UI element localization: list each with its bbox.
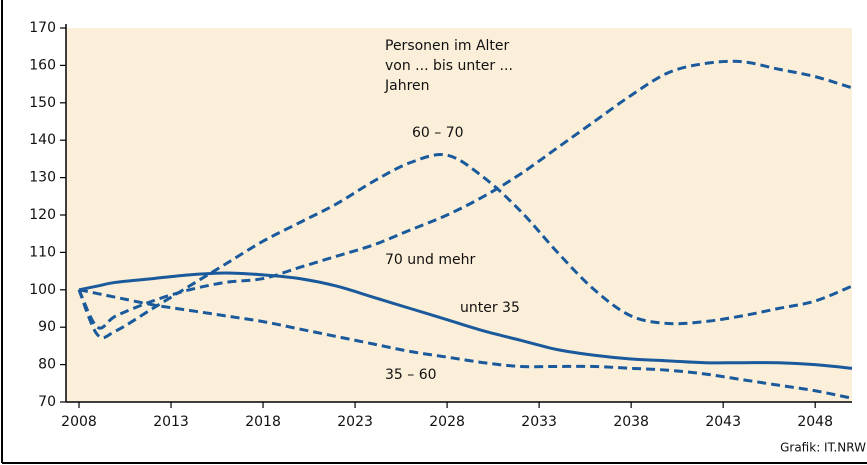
y-tick-label: 160 <box>29 57 56 73</box>
series-line <box>78 288 853 400</box>
series-label: 35 – 60 <box>385 367 437 383</box>
x-tick-label: 2043 <box>705 414 741 430</box>
y-tick-label: 150 <box>29 95 56 111</box>
y-tick-label: 100 <box>29 282 56 298</box>
source: Grafik: IT.NRW <box>780 441 866 455</box>
x-tick-label: 2033 <box>521 414 557 430</box>
x-tick-label: 2028 <box>429 414 465 430</box>
y-tick-label: 110 <box>29 244 56 260</box>
x-tick-label: 2048 <box>797 414 833 430</box>
y-tick-label: 170 <box>29 20 56 36</box>
series-label: 70 und mehr <box>385 252 475 268</box>
series-line <box>77 59 853 330</box>
y-tick-label: 80 <box>38 357 56 373</box>
series-line <box>78 271 853 370</box>
x-tick-label: 2013 <box>153 414 189 430</box>
annotation: von ... bis unter ... <box>385 58 513 74</box>
x-tick-label: 2038 <box>613 414 649 430</box>
x-tick-label: 2018 <box>245 414 281 430</box>
y-tick-label: 90 <box>38 319 56 335</box>
y-tick-label: 70 <box>38 394 56 410</box>
x-tick-label: 2023 <box>337 414 373 430</box>
series-label: unter 35 <box>460 300 520 316</box>
y-tick-label: 130 <box>29 170 56 186</box>
y-tick-label: 120 <box>29 207 56 223</box>
plot-background <box>66 28 852 402</box>
annotation: Personen im Alter <box>385 38 510 54</box>
y-tick-label: 140 <box>29 132 56 148</box>
series-label: 60 – 70 <box>412 125 464 141</box>
annotation: Jahren <box>384 78 430 94</box>
x-tick-label: 2008 <box>61 414 97 430</box>
